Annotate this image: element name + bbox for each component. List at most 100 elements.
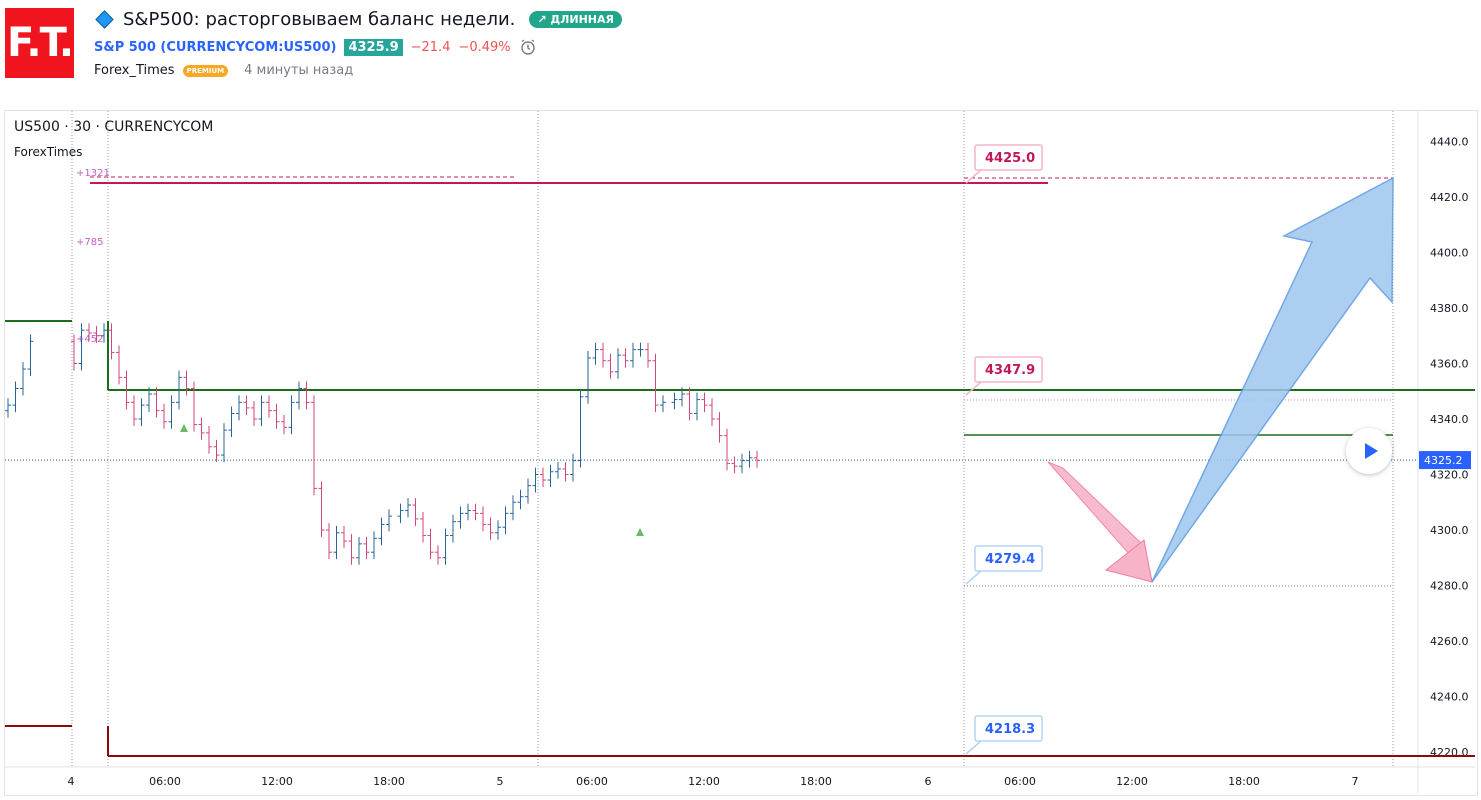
ohlc-bar <box>600 342 606 368</box>
ohlc-bar <box>131 395 137 426</box>
signal-triangle-icon <box>636 528 644 536</box>
ohlc-bar <box>577 389 584 468</box>
level-callout-label: 4218.3 <box>985 722 1035 737</box>
x-tick-label: 7 <box>1352 775 1359 788</box>
level-callout-pointer <box>965 570 982 585</box>
ohlc-bar <box>532 467 539 493</box>
y-tick-label: 4380.0 <box>1430 302 1469 315</box>
ohlc-bar <box>108 323 115 360</box>
ohlc-bar <box>709 398 715 426</box>
ohlc-bar <box>465 503 471 521</box>
ohlc-bar <box>607 353 614 379</box>
ohlc-bar <box>540 467 546 487</box>
ohlc-bar <box>679 387 685 407</box>
ohlc-bar <box>311 395 317 496</box>
y-tick-label: 4420.0 <box>1430 191 1469 204</box>
level-callout-box <box>974 356 1043 383</box>
ohlc-bar <box>502 506 509 535</box>
published-time: 4 минуты назад <box>244 63 354 78</box>
ohlc-bar <box>116 345 122 385</box>
ohlc-bar <box>495 520 501 540</box>
ohlc-bar <box>435 545 441 565</box>
symbol-change: −21.4 <box>410 39 451 55</box>
current-price-label: 4325.2 <box>1424 454 1463 467</box>
ohlc-bar <box>191 381 197 432</box>
x-tick-label: 6 <box>925 775 932 788</box>
ohlc-bar <box>487 517 494 540</box>
level-callout-pointer <box>965 381 982 396</box>
level-callout-label: 4347.9 <box>985 363 1035 378</box>
vp-label: +785 <box>76 237 103 248</box>
ohlc-bar <box>281 414 287 435</box>
ohlc-bar <box>78 323 85 371</box>
ohlc-bar <box>93 326 100 343</box>
long-badge: ↗ ДЛИННАЯ <box>529 11 622 28</box>
y-tick-label: 4360.0 <box>1430 358 1469 371</box>
ohlc-bar <box>622 348 629 368</box>
ohlc-bar <box>592 342 599 365</box>
y-tick-label: 4260.0 <box>1430 635 1469 648</box>
signal-triangle-icon <box>180 424 188 432</box>
chart-indicator-label: ForexTimes <box>14 145 83 159</box>
ohlc-bar <box>716 412 723 443</box>
ohlc-bar <box>371 531 377 560</box>
ohlc-bar <box>724 428 730 471</box>
ohlc-bar <box>20 362 26 396</box>
ohlc-bar <box>562 462 569 482</box>
ohlc-bar <box>168 395 175 429</box>
ohlc-bar <box>12 381 19 413</box>
ohlc-bar <box>412 498 419 526</box>
ohlc-bar <box>348 534 355 565</box>
premium-badge: PREMIUM <box>182 64 229 77</box>
ohlc-bar <box>27 334 34 376</box>
ohlc-bar <box>547 464 554 487</box>
play-button[interactable] <box>1346 428 1392 474</box>
author-name[interactable]: Forex_Times <box>94 63 175 78</box>
ohlc-bar <box>123 370 130 410</box>
ohlc-bar <box>138 398 145 426</box>
ohlc-bar <box>146 387 152 413</box>
chart-frame[interactable] <box>4 110 1478 796</box>
ohlc-bar <box>630 342 636 368</box>
symbol-price: 4325.9 <box>344 38 403 56</box>
ohlc-bar <box>442 528 449 565</box>
ohlc-bar <box>510 495 516 521</box>
x-tick-label: 5 <box>497 775 504 788</box>
ohlc-bar <box>731 456 738 474</box>
ohlc-bar <box>161 403 167 429</box>
ohlc-bar <box>236 395 242 421</box>
level-callout-label: 4425.0 <box>985 151 1035 166</box>
ohlc-bar <box>341 525 347 549</box>
up-arrow <box>1151 176 1394 583</box>
ohlc-bar <box>397 503 404 524</box>
y-tick-label: 4240.0 <box>1430 691 1469 704</box>
idea-title: S&P500: расторговываем баланс недели. ↗ … <box>94 9 622 30</box>
alarm-clock-icon[interactable] <box>519 38 537 56</box>
ohlc-bar <box>326 523 332 560</box>
ohlc-bar <box>694 392 700 421</box>
down-arrow <box>1047 461 1153 581</box>
x-tick-label: 06:00 <box>149 775 181 788</box>
ohlc-bar <box>363 536 370 560</box>
ohlc-bar <box>637 342 644 357</box>
ohlc-bar <box>258 395 265 426</box>
ohlc-bar <box>213 439 220 463</box>
ohlc-bar <box>296 381 302 410</box>
ohlc-bar <box>333 525 340 560</box>
level-callout-pointer <box>965 740 982 755</box>
vp-label: +1321 <box>76 168 110 179</box>
level-callout-box <box>974 715 1043 742</box>
ohlc-bar <box>615 348 621 379</box>
ohlc-bar <box>228 406 235 438</box>
idea-title-text: S&P500: расторговываем баланс недели. <box>123 9 516 30</box>
ohlc-bar <box>386 509 392 532</box>
ohlc-bar <box>701 392 708 413</box>
vp-label: +452 <box>76 334 103 345</box>
ohlc-bar <box>472 503 479 521</box>
ohlc-bar <box>378 517 385 546</box>
ohlc-bar <box>251 400 257 426</box>
ohlc-bar <box>288 395 295 435</box>
ohlc-bar <box>517 489 524 510</box>
symbol-link[interactable]: S&P 500 (CURRENCYCOM:US500) <box>94 39 337 55</box>
